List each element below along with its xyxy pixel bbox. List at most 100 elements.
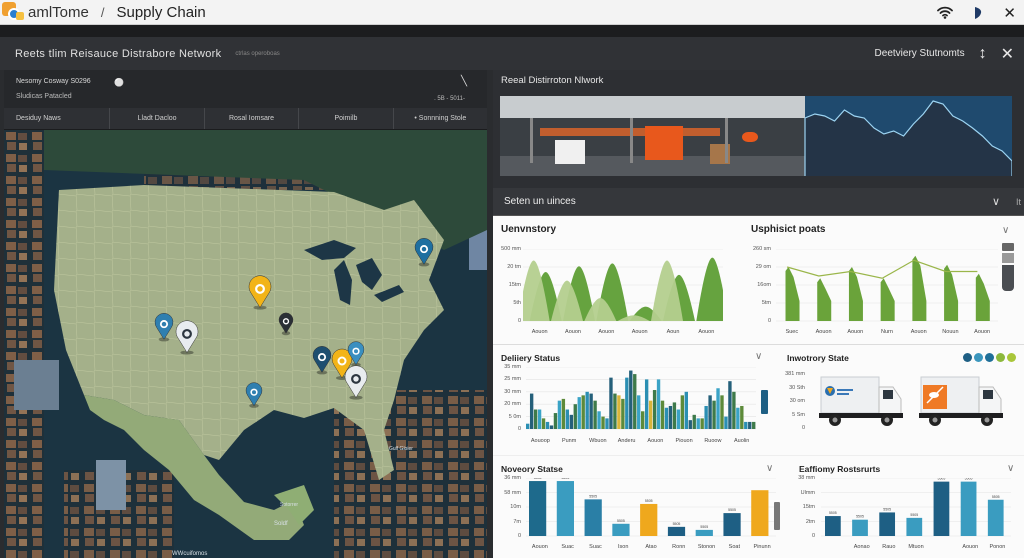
tab-lladt-dacloo[interactable]: Lladt Dacloo (110, 108, 205, 129)
expand-icon[interactable]: It (1015, 196, 1021, 207)
chevron-down-icon[interactable]: ∨ (1002, 225, 1010, 236)
close-panel-icon[interactable]: ✕ (1000, 45, 1014, 63)
y-axis-tick: 5 0m (508, 413, 521, 420)
map-canvas[interactable]: Sotorrer Soldf WWcuifomos Gulf Gloier (4, 130, 487, 558)
x-axis-tick: Aouoop (530, 438, 550, 444)
delivery-statements-link[interactable]: Deetviery Stutnomts (874, 48, 965, 59)
x-axis-tick: Soat (728, 544, 740, 550)
battery-icon[interactable] (973, 6, 983, 20)
x-axis-tick: Aouon (698, 329, 715, 335)
dashboard-subtitle: ctrlas operoboas (235, 50, 280, 57)
location-pin-icon[interactable] (331, 348, 353, 380)
svg-text:5505: 5505 (992, 495, 1000, 499)
x-axis-tick: Aouon (531, 544, 548, 550)
y-axis-tick: 58 mm (504, 489, 521, 496)
legend-dot[interactable] (985, 353, 994, 362)
y-axis-tick: 0 (801, 425, 805, 431)
x-axis-tick: Aouon (531, 329, 548, 335)
map-info: Nesomy Cosway S0296 Sludicas Patacled ⚪ … (4, 70, 487, 108)
scroll-thumb[interactable] (774, 502, 780, 530)
location-pin-icon[interactable] (414, 238, 434, 267)
tab-sonnning-stole[interactable]: • Sonnning Stole (414, 115, 467, 122)
chevron-down-icon[interactable]: ∨ (766, 463, 774, 474)
breadcrumb-section[interactable]: Supply Chain (116, 3, 206, 21)
svg-text:5505: 5505 (728, 508, 736, 512)
chevron-down-icon[interactable]: ∨ (755, 351, 763, 362)
svg-text:5505: 5505 (965, 478, 973, 481)
svg-text:5505: 5505 (883, 507, 891, 511)
lock-icon[interactable]: ⚪ (114, 78, 124, 87)
svg-text:5505: 5505 (910, 513, 918, 517)
legend-dot[interactable] (996, 353, 1005, 362)
dashboard-header: Reets tlim Reisauce Distrabore Network c… (0, 37, 1024, 70)
app-name[interactable]: amlTome (28, 3, 89, 21)
x-axis-tick: Ison (618, 544, 629, 550)
legend (963, 353, 1016, 362)
tab-rosal-iomsare[interactable]: Rosal Iomsare (205, 108, 300, 129)
svg-text:5505: 5505 (856, 515, 864, 519)
shipment-chart-title: Usphisict poats (751, 224, 826, 235)
efficiency-title: Eaffiomy Rostsrurts (799, 464, 881, 474)
svg-text:5505: 5505 (645, 499, 653, 503)
location-pin-icon[interactable] (344, 365, 368, 400)
scroll-handle[interactable] (1002, 243, 1014, 251)
svg-text:5505: 5505 (561, 478, 569, 480)
svg-text:5505: 5505 (534, 478, 542, 480)
svg-text:5505: 5505 (589, 494, 597, 498)
location-pin-icon[interactable] (278, 312, 294, 336)
map-zoom-readout: . 5B - 5011- (434, 96, 465, 102)
tab-poimilb[interactable]: Poimilb (299, 108, 394, 129)
x-axis-tick: Aouon (631, 329, 648, 335)
y-axis-tick: 20 tm (507, 264, 521, 270)
x-axis-tick: Atao (645, 544, 657, 550)
select-units-dropdown[interactable]: Seten un uinces ∨ It (493, 188, 1024, 216)
location-pin-icon[interactable] (245, 382, 263, 408)
noveory-status-card: Noveory Statse ∨ 36 mm 58 mm 10m 7m 0 5505 55… (493, 456, 783, 558)
y-axis-tick: 5th (513, 300, 521, 306)
tab-delivery-news[interactable]: Desiduy Naws (4, 108, 111, 129)
location-pin-icon[interactable] (175, 320, 199, 355)
scroll-thumb[interactable] (761, 390, 768, 414)
efficiency-card: Eaffiomy Rostsrurts ∨ 38 mm Ulmm 15tm 2tm 0 … (783, 456, 1024, 558)
sort-icon[interactable]: ↕ (978, 44, 987, 62)
app-logo-icon (2, 2, 24, 22)
chevron-down-icon[interactable]: ∨ (1007, 463, 1015, 474)
legend-dot[interactable] (974, 353, 983, 362)
scroll-thumb[interactable] (1002, 265, 1014, 291)
location-pin-icon[interactable] (248, 275, 272, 310)
location-pin-icon[interactable] (154, 313, 174, 342)
x-axis-tick: Aouon (910, 329, 927, 335)
distribution-map[interactable]: Sotorrer Soldf WWcuifomos Gulf Gloier (4, 130, 487, 558)
map-label: WWcuifomos (172, 551, 207, 557)
x-axis-tick: Rauo (882, 544, 896, 550)
close-icon[interactable]: ✕ (1003, 4, 1016, 22)
y-axis-tick: Ulmm (800, 489, 815, 496)
x-axis-tick: Nurn (881, 329, 893, 335)
x-axis-tick: Mtuon (908, 544, 924, 550)
y-axis-tick: 30 Sth (789, 384, 805, 391)
y-axis-tick: 0 (811, 533, 815, 539)
y-axis-tick: 10m (510, 504, 521, 510)
chevron-down-icon[interactable]: ∨ (991, 196, 1000, 208)
y-axis-tick: 0 (517, 318, 521, 324)
y-axis-tick: 5 Sm (792, 411, 805, 418)
x-axis-tick: Suec (785, 329, 799, 335)
scroll-track[interactable] (1002, 253, 1014, 263)
x-axis-tick: Auolin (733, 438, 750, 444)
y-axis-tick: 30 mm (504, 388, 521, 395)
legend-dot[interactable] (1007, 353, 1016, 362)
delivery-status-title: Deliiery Status (501, 353, 561, 363)
wifi-icon[interactable] (937, 6, 954, 19)
location-pin-icon[interactable] (312, 346, 332, 375)
y-axis-tick: 20 mm (504, 401, 521, 408)
y-axis-tick: 0 (517, 426, 521, 432)
edit-icon[interactable]: ╲ (460, 76, 467, 87)
y-axis-tick: 35 mm (504, 364, 521, 370)
svg-text:5505: 5505 (938, 478, 946, 481)
inventory-state-title: Inwotrory State (787, 353, 849, 363)
title-bar: amlTome / Supply Chain ✕ (0, 0, 1024, 25)
x-axis-tick: Aouon (647, 438, 664, 444)
y-axis-tick: 260 sm (752, 246, 771, 252)
dashboard-title: Reets tlim Reisauce Distrabore Network (15, 47, 222, 60)
legend-dot[interactable] (963, 353, 972, 362)
